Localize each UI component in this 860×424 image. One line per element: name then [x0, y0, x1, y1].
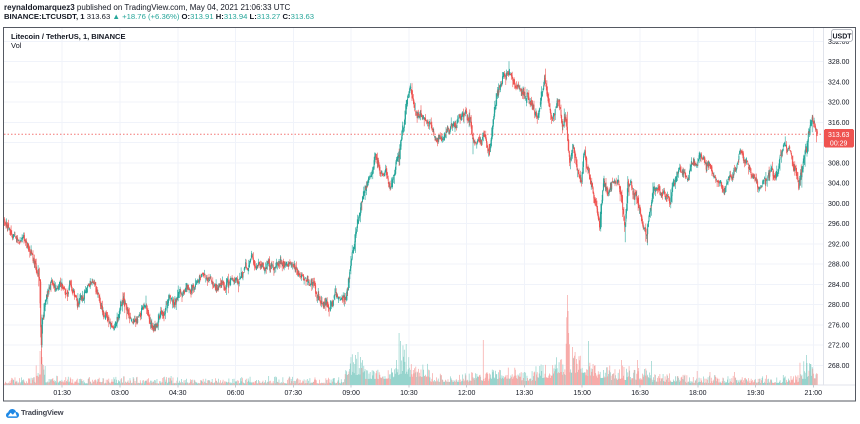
svg-text:12:00: 12:00 — [458, 390, 476, 397]
svg-text:18:00: 18:00 — [689, 390, 707, 397]
svg-text:300.00: 300.00 — [828, 201, 850, 208]
svg-text:296.00: 296.00 — [828, 221, 850, 228]
svg-text:15:00: 15:00 — [573, 390, 591, 397]
svg-text:292.00: 292.00 — [828, 241, 850, 248]
svg-text:04:30: 04:30 — [169, 390, 187, 397]
svg-text:268.00: 268.00 — [828, 363, 850, 370]
svg-text:13:30: 13:30 — [516, 390, 534, 397]
svg-text:USDT: USDT — [832, 33, 852, 40]
svg-text:308.00: 308.00 — [828, 160, 850, 167]
svg-text:07:30: 07:30 — [285, 390, 303, 397]
svg-text:332.00: 332.00 — [828, 39, 850, 46]
svg-text:276.00: 276.00 — [828, 322, 850, 329]
svg-text:10:30: 10:30 — [400, 390, 418, 397]
svg-text:284.00: 284.00 — [828, 282, 850, 289]
svg-text:00:29: 00:29 — [830, 140, 848, 147]
svg-text:316.00: 316.00 — [828, 120, 850, 127]
svg-text:320.00: 320.00 — [828, 100, 850, 107]
svg-text:313.63: 313.63 — [828, 132, 850, 139]
svg-text:304.00: 304.00 — [828, 181, 850, 188]
svg-text:06:00: 06:00 — [227, 390, 245, 397]
svg-text:03:00: 03:00 — [111, 390, 129, 397]
svg-text:21:00: 21:00 — [805, 390, 823, 397]
svg-text:19:30: 19:30 — [747, 390, 765, 397]
svg-text:272.00: 272.00 — [828, 343, 850, 350]
svg-text:288.00: 288.00 — [828, 262, 850, 269]
svg-text:280.00: 280.00 — [828, 302, 850, 309]
svg-text:328.00: 328.00 — [828, 59, 850, 66]
svg-text:09:00: 09:00 — [342, 390, 360, 397]
svg-text:16:30: 16:30 — [631, 390, 649, 397]
svg-text:324.00: 324.00 — [828, 79, 850, 86]
svg-text:01:30: 01:30 — [53, 390, 71, 397]
